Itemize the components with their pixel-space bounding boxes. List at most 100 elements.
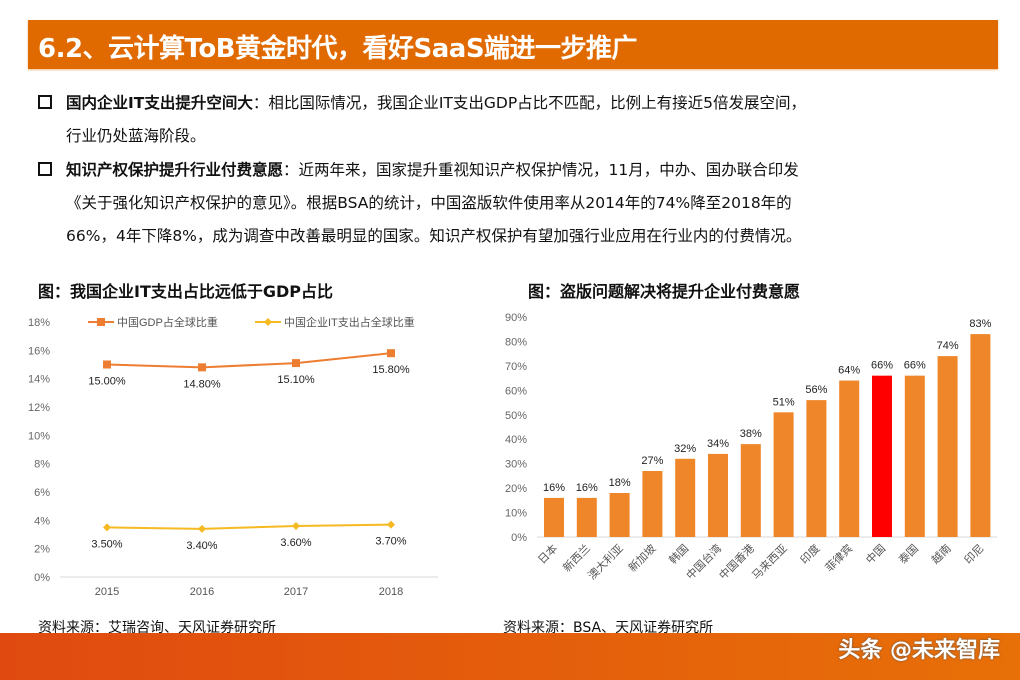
bar	[544, 497, 564, 537]
data-point	[292, 522, 300, 530]
watermark: 头条 @未来智库	[838, 638, 1000, 663]
bullet-text-cont: 《关于强化知识产权保护的意见》。根据BSA的统计，中国盗版软件使用率从2014年…	[66, 194, 792, 212]
legend-label: 中国企业IT支出占全球比重	[284, 315, 415, 329]
legend-marker	[264, 318, 272, 326]
bullet-text-cont: 66%，4年下降8%，成为调查中改善最明显的国家。知识产权保护有望加强行业应用在…	[66, 227, 802, 245]
x-tick-label: 泰国	[895, 541, 920, 566]
data-label: 64%	[838, 365, 860, 377]
bar	[806, 400, 827, 537]
bullet-text-cont: 行业仍处蓝海阶段。	[66, 127, 206, 145]
data-label: 3.60%	[280, 537, 311, 549]
data-label: 16%	[543, 482, 565, 494]
y-tick-label: 50%	[505, 410, 527, 422]
data-point	[198, 524, 206, 533]
x-tick-label: 印度	[797, 541, 822, 566]
x-tick-label: 中国	[863, 542, 888, 567]
series-line	[106, 352, 392, 369]
data-label: 74%	[937, 340, 959, 352]
x-tick-label: 新加坡	[625, 541, 658, 574]
data-label: 66%	[871, 360, 893, 372]
bar	[675, 458, 696, 537]
bar	[839, 380, 860, 537]
y-tick-label: 60%	[505, 385, 527, 397]
bar	[740, 444, 761, 537]
data-label: 38%	[740, 428, 762, 440]
bullet-heading: 国内企业IT支出提升空间大	[66, 94, 253, 112]
bar	[970, 334, 991, 537]
y-tick-label: 0%	[34, 572, 50, 584]
series-line	[106, 523, 392, 530]
title-bar: 6.2、云计算ToB黄金时代，看好SaaS端进一步推广	[28, 20, 998, 69]
y-tick-label: 40%	[505, 434, 527, 446]
y-tick-label: 10%	[28, 430, 50, 442]
bullet-text: ：近两年来，国家提升重视知识产权保护情况，11月，中办、国办联合印发	[283, 161, 799, 179]
bar	[642, 471, 663, 537]
x-tick-label: 澳大利亚	[585, 541, 626, 582]
y-tick-label: 14%	[28, 374, 50, 386]
y-tick-label: 10%	[505, 508, 527, 520]
x-tick-label: 印尼	[962, 542, 987, 567]
bullet-text: ：相比国际情况，我国企业IT支出GDP占比不匹配，比例上有接近5倍发展空间，	[252, 94, 807, 112]
bar-chart-source: 资料来源：BSA、天风证券研究所	[503, 620, 714, 636]
legend-marker	[97, 318, 105, 326]
line-chart-title: 图：我国企业IT支出占比远低于GDP占比	[38, 282, 334, 301]
data-label: 27%	[641, 455, 663, 467]
square-bullet-icon	[38, 95, 52, 109]
line-chart-source: 资料来源：艾瑞咨询、天风证券研究所	[38, 620, 276, 636]
data-label: 15.10%	[277, 374, 315, 386]
bar-chart: 0% 10% 20% 30% 40% 50% 60% 70% 80% 90% 16% 日本 16% 新西兰…	[505, 312, 997, 582]
x-tick-label: 马来西亚	[749, 542, 789, 582]
x-tick-label: 新西兰	[560, 541, 593, 574]
y-tick-label: 30%	[505, 459, 527, 471]
data-label: 34%	[707, 438, 729, 450]
x-tick-label: 日本	[535, 541, 560, 566]
y-tick-label: 16%	[28, 345, 50, 357]
x-tick-label: 中国台湾	[683, 541, 724, 582]
data-label: 3.40%	[186, 540, 217, 552]
y-tick-label: 4%	[34, 515, 50, 527]
legend-label: 中国GDP占全球比重	[117, 315, 218, 329]
bar	[773, 412, 794, 537]
data-point	[103, 523, 111, 532]
data-label: 56%	[805, 384, 827, 396]
x-tick-label: 越南	[928, 541, 953, 566]
y-tick-label: 0%	[511, 532, 527, 544]
bar	[904, 375, 925, 537]
data-label: 18%	[609, 477, 631, 489]
y-tick-label: 8%	[34, 459, 50, 471]
data-label: 15.80%	[372, 364, 410, 376]
data-label: 14.80%	[183, 378, 221, 390]
bar	[708, 453, 728, 537]
bar-chart-title: 图：盗版问题解决将提升企业付费意愿	[528, 282, 801, 301]
data-point	[103, 360, 111, 369]
footer-band	[0, 633, 1020, 680]
bar	[937, 356, 958, 537]
y-tick-label: 2%	[34, 544, 50, 556]
y-tick-label: 18%	[28, 317, 50, 329]
line-chart: 0% 2% 4% 6% 8% 10% 12% 14% 16% 18% 2015 2016 2017 201…	[28, 315, 438, 598]
data-point	[387, 349, 395, 358]
bullet-ip-protection: 知识产权保护提升行业付费意愿：近两年来，国家提升重视知识产权保护情况，11月，中…	[38, 154, 978, 253]
data-label: 51%	[773, 396, 795, 408]
data-point	[387, 520, 395, 529]
x-tick-label: 韩国	[666, 541, 691, 566]
x-tick-label: 2017	[284, 586, 308, 598]
y-tick-label: 6%	[34, 487, 50, 499]
data-label: 32%	[674, 443, 696, 455]
page-title: 6.2、云计算ToB黄金时代，看好SaaS端进一步推广	[38, 34, 638, 64]
data-label: 3.70%	[375, 536, 406, 548]
y-tick-label: 12%	[28, 402, 50, 414]
square-bullet-icon	[38, 162, 52, 176]
data-label: 16%	[576, 482, 598, 494]
x-tick-label: 2016	[190, 586, 214, 598]
data-point	[292, 359, 300, 368]
data-point	[198, 363, 206, 372]
y-tick-label: 20%	[505, 483, 527, 495]
x-tick-label: 菲律宾	[822, 541, 855, 574]
data-label: 66%	[904, 360, 926, 372]
data-label: 3.50%	[91, 538, 122, 550]
bar	[609, 493, 630, 537]
bar	[872, 375, 892, 537]
x-tick-label: 中国香港	[717, 542, 757, 582]
